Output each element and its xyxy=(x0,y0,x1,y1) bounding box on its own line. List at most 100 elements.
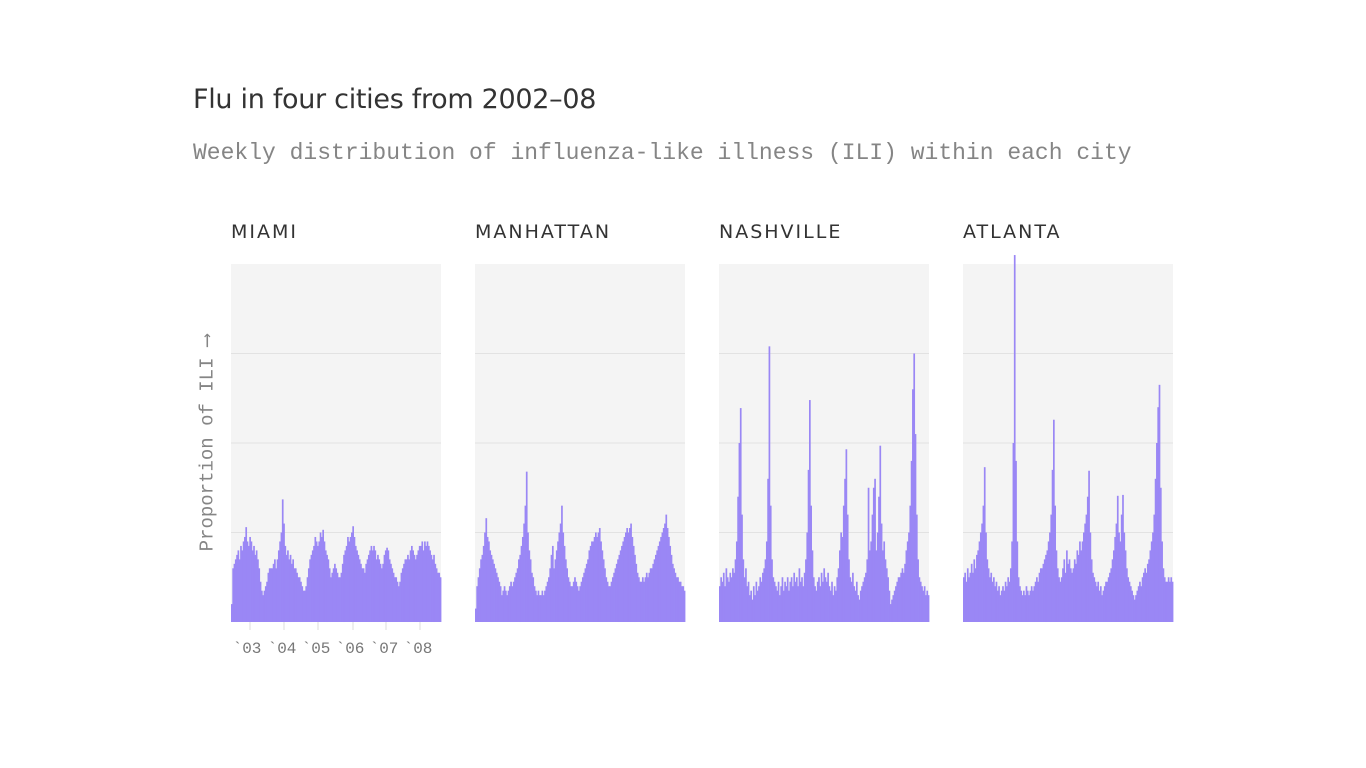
bar xyxy=(969,572,972,622)
bar xyxy=(628,528,631,622)
bar xyxy=(417,550,420,622)
bar xyxy=(382,563,384,622)
bar xyxy=(793,572,796,622)
bar xyxy=(336,572,339,622)
bar xyxy=(872,487,875,622)
bar xyxy=(769,505,772,622)
bar xyxy=(799,581,802,622)
bar xyxy=(772,577,775,622)
bar xyxy=(792,586,794,622)
bar xyxy=(403,563,405,622)
bar xyxy=(364,572,366,622)
bar xyxy=(566,568,568,622)
bar xyxy=(1025,586,1028,622)
bar xyxy=(511,586,514,622)
bar xyxy=(1051,469,1054,622)
bar xyxy=(885,568,888,622)
bar xyxy=(745,568,747,622)
bar xyxy=(1069,568,1072,622)
bar xyxy=(913,353,916,622)
bar xyxy=(760,581,763,622)
bar xyxy=(356,550,358,622)
bar xyxy=(840,532,842,622)
bar xyxy=(1107,577,1110,622)
bar xyxy=(824,577,827,622)
bar xyxy=(814,586,816,622)
bar xyxy=(1098,590,1101,622)
bar xyxy=(422,550,425,622)
bar xyxy=(412,550,414,622)
bar xyxy=(812,577,815,622)
bar xyxy=(841,536,844,622)
bar xyxy=(540,595,542,622)
bar xyxy=(1157,407,1160,622)
bar xyxy=(375,559,378,622)
bar xyxy=(1158,384,1161,622)
bar xyxy=(294,568,297,622)
bar xyxy=(1045,554,1047,623)
bar xyxy=(1089,532,1092,622)
bar xyxy=(1073,559,1076,622)
bar xyxy=(244,536,246,622)
bar xyxy=(1068,559,1071,622)
bar xyxy=(892,595,895,622)
bar xyxy=(321,536,323,622)
bar xyxy=(865,572,867,622)
bar xyxy=(806,532,809,622)
bar xyxy=(388,559,391,622)
bar xyxy=(776,590,779,622)
bar xyxy=(588,550,591,622)
bar xyxy=(318,541,321,622)
bar xyxy=(1101,595,1103,622)
bar xyxy=(1041,568,1043,622)
bar xyxy=(554,559,557,622)
bar xyxy=(353,536,356,622)
bar xyxy=(974,568,977,622)
bar xyxy=(519,554,522,623)
bar xyxy=(859,590,862,622)
panel-miami xyxy=(231,264,442,630)
bar xyxy=(794,581,797,622)
bar xyxy=(839,550,841,622)
bar xyxy=(288,559,291,622)
bar xyxy=(579,586,582,622)
bar xyxy=(328,568,331,622)
bar xyxy=(623,536,626,622)
bar xyxy=(963,577,965,622)
bar xyxy=(493,563,495,622)
bar xyxy=(287,550,289,622)
bar xyxy=(845,449,848,622)
bar xyxy=(609,586,612,622)
bar xyxy=(1106,581,1109,622)
bar xyxy=(1159,487,1162,622)
bar xyxy=(309,559,311,622)
bar xyxy=(292,559,294,622)
bar xyxy=(842,505,845,622)
bar xyxy=(869,550,871,622)
bar xyxy=(279,541,281,622)
bar xyxy=(1036,577,1038,622)
bar xyxy=(1135,595,1137,622)
bar xyxy=(1043,559,1046,622)
bar xyxy=(1015,460,1017,622)
bar xyxy=(857,595,859,622)
bar xyxy=(255,550,258,622)
bar xyxy=(283,523,285,622)
bar xyxy=(801,577,803,622)
bar xyxy=(344,550,347,622)
bar xyxy=(475,608,477,622)
bar xyxy=(1007,577,1010,622)
bar xyxy=(861,586,863,622)
bar xyxy=(1083,532,1085,622)
bar xyxy=(1150,541,1153,622)
bar xyxy=(523,523,525,622)
bar xyxy=(494,568,497,622)
bar xyxy=(733,572,736,622)
bar xyxy=(1105,581,1107,622)
bar xyxy=(1162,568,1165,622)
bar xyxy=(575,581,578,622)
bar xyxy=(524,505,527,622)
bar xyxy=(437,572,439,622)
bar xyxy=(742,559,745,622)
bar xyxy=(335,568,338,622)
